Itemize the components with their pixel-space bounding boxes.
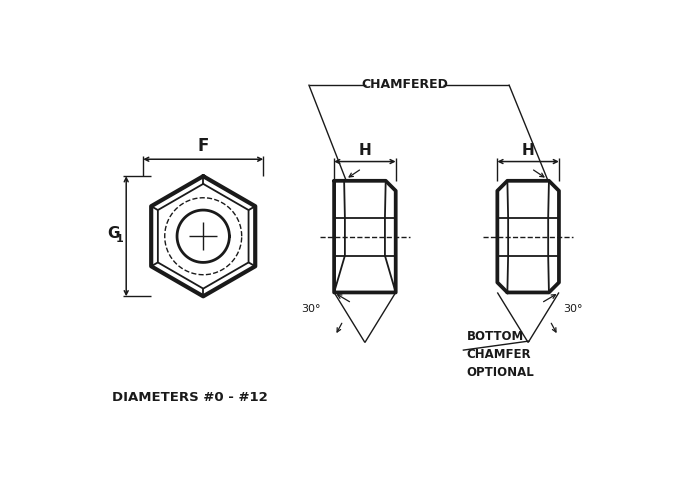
Text: BOTTOM
CHAMFER
OPTIONAL: BOTTOM CHAMFER OPTIONAL xyxy=(466,330,534,379)
Text: F: F xyxy=(197,137,209,156)
Text: 30°: 30° xyxy=(301,304,321,314)
Text: 1: 1 xyxy=(116,234,124,244)
Text: 30°: 30° xyxy=(563,304,582,314)
Text: CHAMFERED: CHAMFERED xyxy=(361,78,449,91)
Text: DIAMETERS #0 - #12: DIAMETERS #0 - #12 xyxy=(112,392,268,405)
Text: H: H xyxy=(522,143,535,158)
Text: G: G xyxy=(108,227,120,241)
Text: H: H xyxy=(358,143,371,158)
